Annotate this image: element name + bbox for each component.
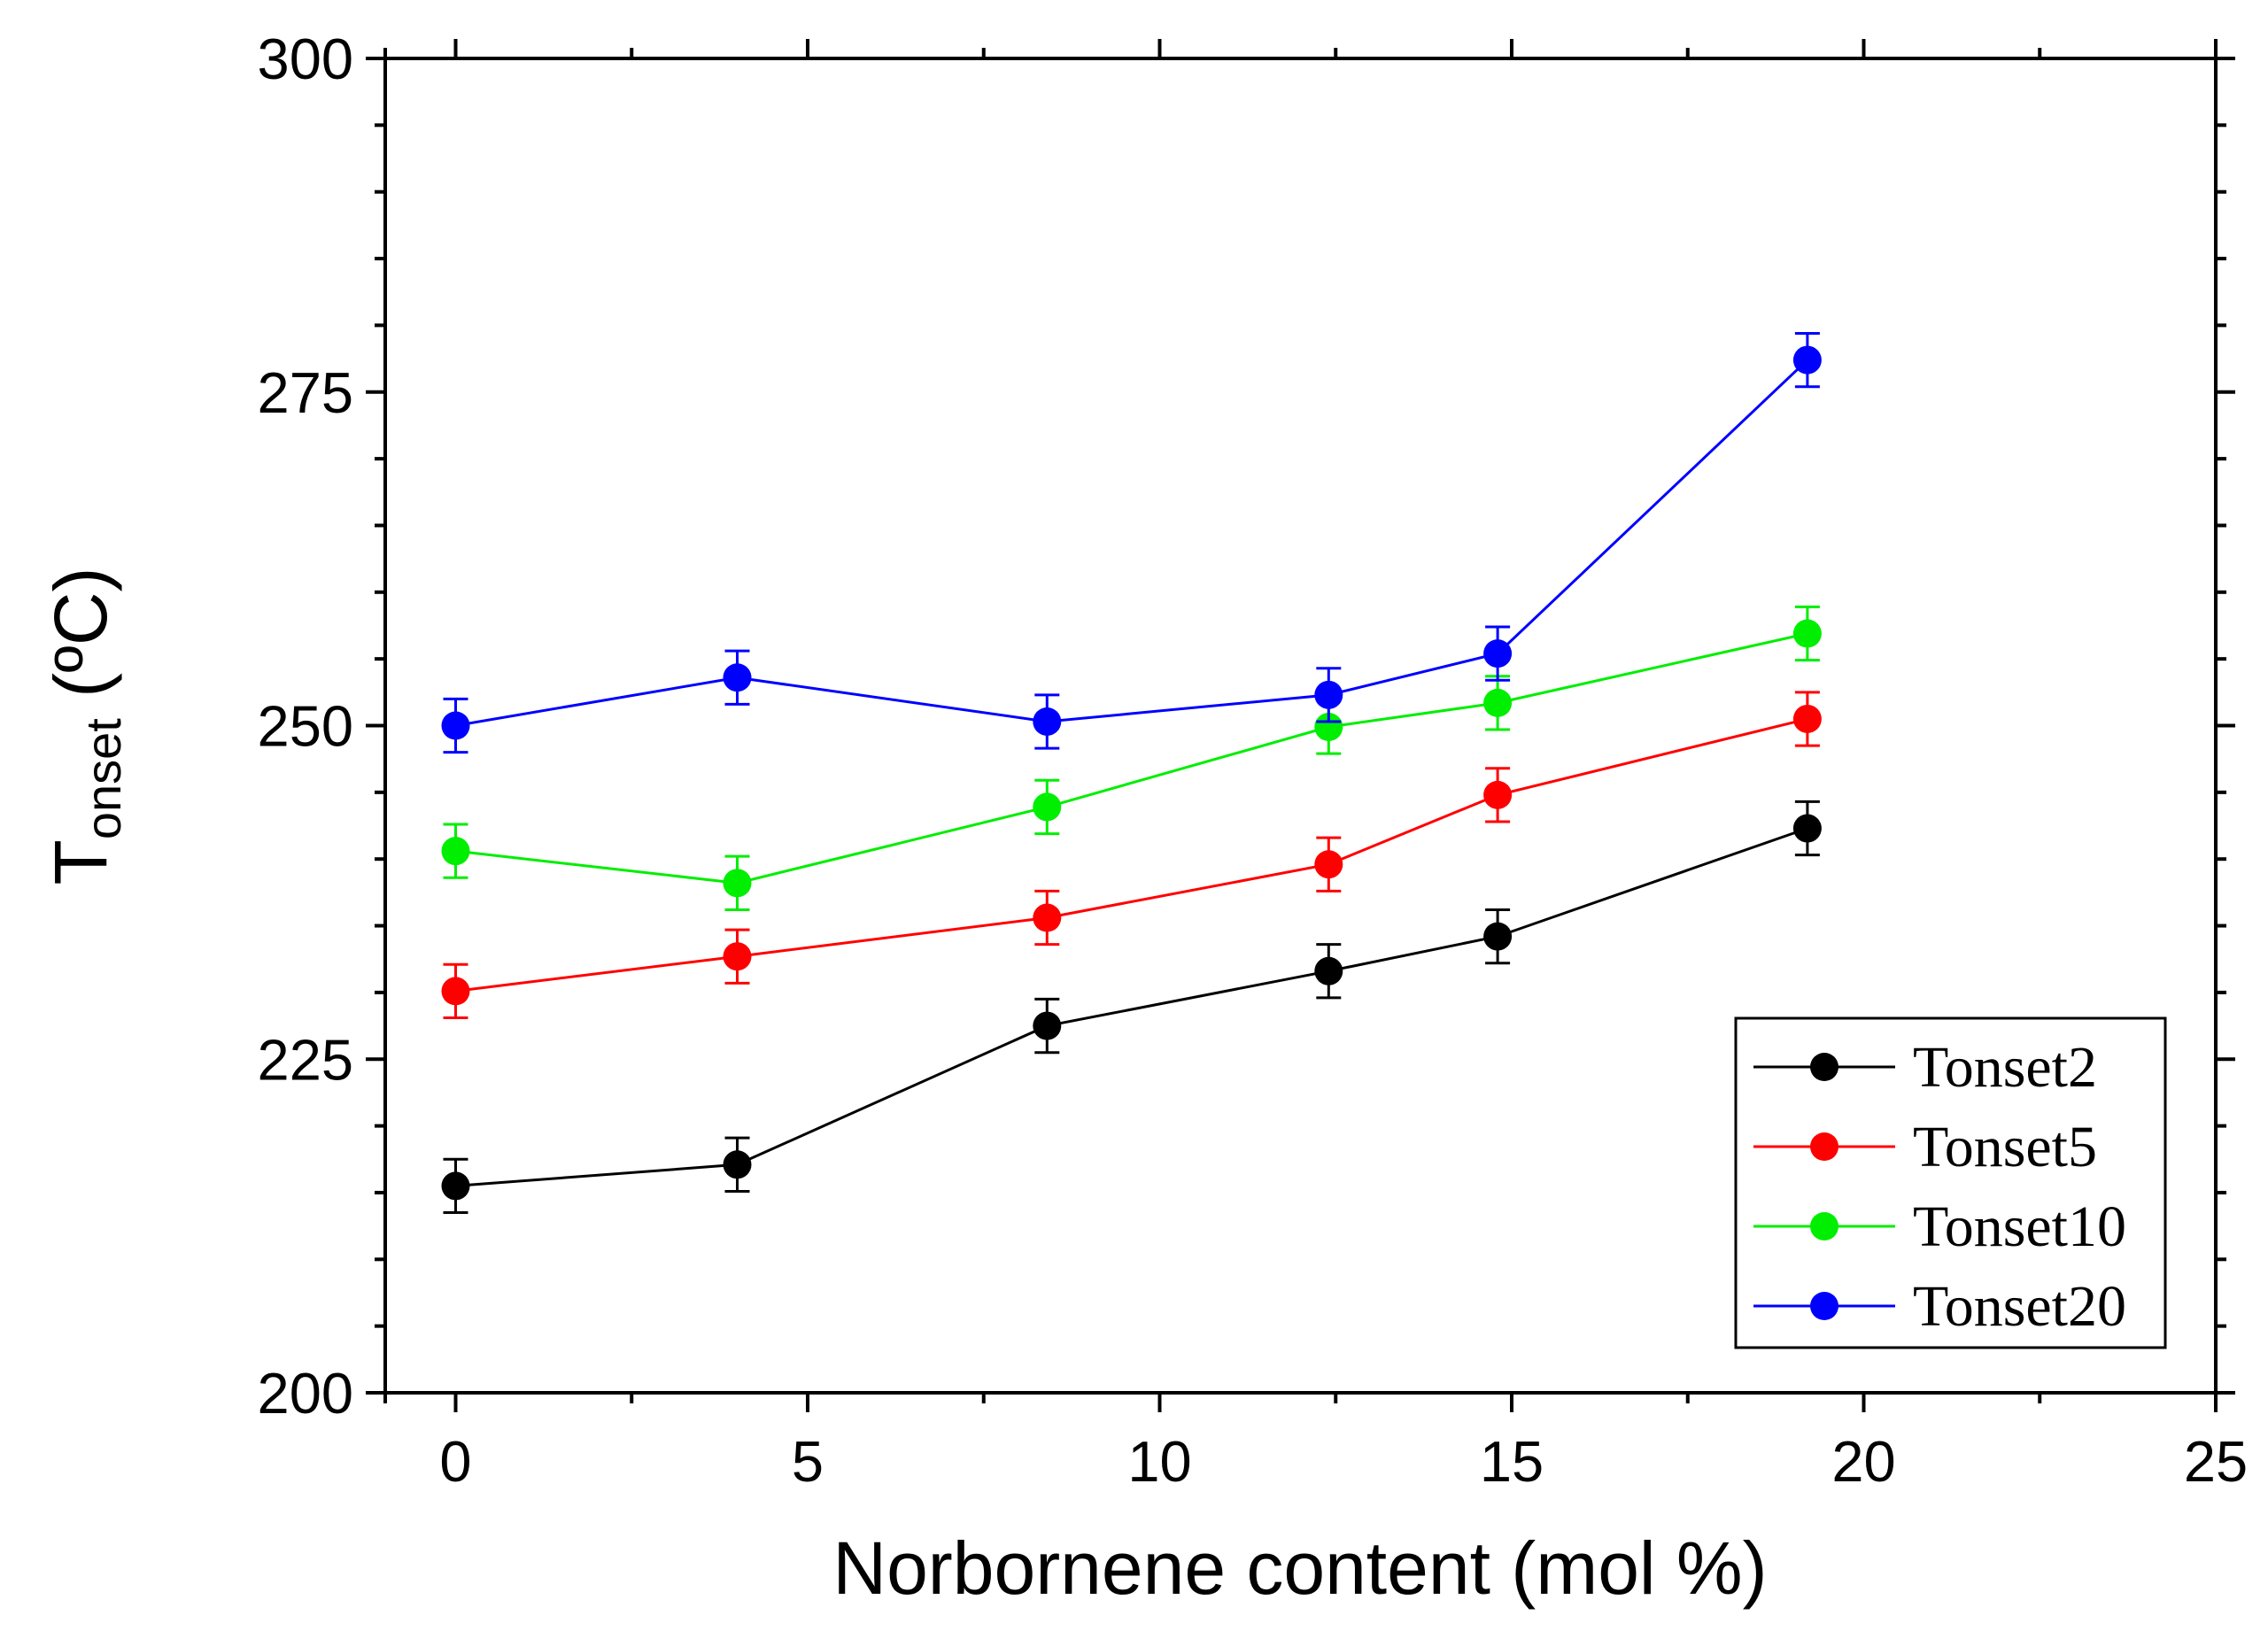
legend-label: Tonset20 (1913, 1274, 2126, 1339)
legend-entry-Tonset10: Tonset10 (1753, 1194, 2126, 1259)
data-point (723, 869, 752, 898)
series-line (455, 827, 1808, 1187)
legend-label: Tonset10 (1913, 1194, 2126, 1259)
y-axis-title-subscript: onset (75, 718, 131, 839)
x-tick-label: 5 (792, 1429, 824, 1494)
series-line (455, 632, 1808, 885)
data-point (441, 977, 470, 1006)
data-point (1033, 792, 1062, 822)
data-point (1792, 345, 1822, 375)
data-point (1314, 956, 1343, 985)
data-point (1033, 1011, 1062, 1040)
data-point (1314, 713, 1343, 742)
series-Tonset20 (441, 331, 1822, 754)
data-point (441, 837, 470, 866)
data-point (1483, 639, 1513, 668)
plot-frame (383, 57, 2218, 1395)
series-layer (441, 331, 1822, 1215)
x-tick-label: 25 (2184, 1429, 2248, 1494)
data-point (723, 663, 752, 692)
y-axis-title-main: T (39, 839, 122, 885)
data-point (1792, 814, 1822, 843)
legend-marker (1810, 1212, 1838, 1240)
legend-box (1734, 1016, 2167, 1349)
y-tick-label: 225 (258, 1027, 353, 1092)
data-point (441, 711, 470, 740)
series-line (455, 717, 1808, 993)
data-point (1033, 707, 1062, 736)
data-point (723, 942, 752, 971)
x-axis-title: Norbornene content (mol %) (832, 1526, 1767, 1610)
legend-marker (1810, 1292, 1838, 1320)
legend-label: Tonset5 (1913, 1115, 2097, 1179)
legend-entry-Tonset2: Tonset2 (1753, 1035, 2097, 1100)
x-tick-label: 10 (1127, 1429, 1191, 1494)
legend-entry-Tonset5: Tonset5 (1753, 1115, 2097, 1179)
legend: Tonset2 Tonset5 Tonset10 Tonset20 (1734, 1016, 2167, 1349)
data-point (1314, 850, 1343, 879)
data-point (1792, 619, 1822, 648)
series-Tonset5 (441, 691, 1822, 1020)
data-point (1033, 903, 1062, 932)
x-tick-label: 15 (1480, 1429, 1544, 1494)
y-tick-label: 300 (258, 27, 353, 91)
data-point (1314, 680, 1343, 709)
data-point (441, 1171, 470, 1201)
y-axis-title: Tonset (ºC) (39, 568, 131, 885)
legend-marker (1810, 1053, 1838, 1081)
series-Tonset2 (441, 800, 1822, 1215)
legend-entry-Tonset20: Tonset20 (1753, 1274, 2126, 1339)
data-point (1483, 780, 1513, 809)
data-point (723, 1150, 752, 1179)
y-tick-label: 250 (258, 694, 353, 759)
data-point (1483, 922, 1513, 951)
y-tick-label: 200 (258, 1361, 353, 1426)
y-axis-title-unit: (ºC) (39, 568, 122, 719)
y-tick-label: 275 (258, 360, 353, 425)
x-tick-label: 0 (439, 1429, 471, 1494)
series-Tonset10 (441, 605, 1822, 911)
x-tick-label: 20 (1831, 1429, 1895, 1494)
data-point (1483, 688, 1513, 717)
series-line (455, 359, 1808, 727)
axes: 0 5 10 15 20 25 200 225 250 275 300 (258, 27, 2249, 1494)
data-point (1792, 704, 1822, 733)
legend-label: Tonset2 (1913, 1035, 2097, 1100)
legend-marker (1810, 1132, 1838, 1161)
